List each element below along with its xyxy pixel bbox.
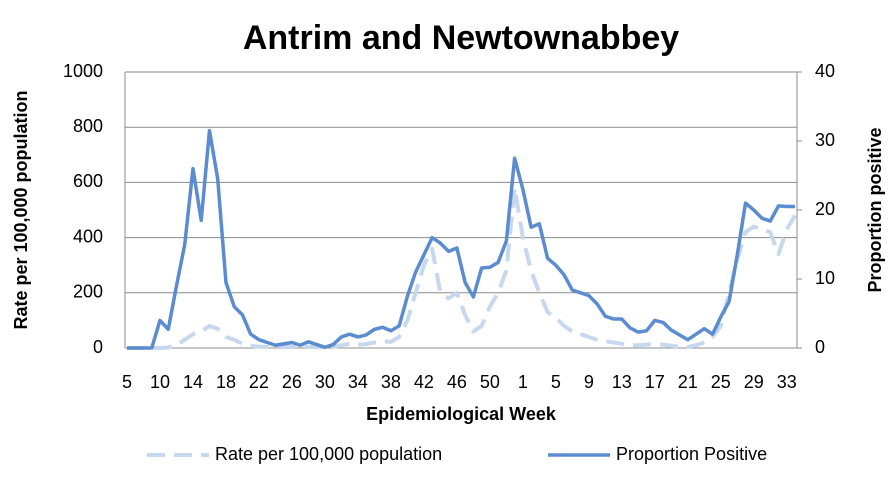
y2-tick-label: 20	[815, 199, 835, 219]
x-tick-label: 42	[414, 372, 434, 392]
x-tick-label: 34	[348, 372, 368, 392]
y2-axis-title: Proportion positive	[865, 127, 885, 292]
x-tick-label: 9	[584, 372, 594, 392]
x-tick-label: 50	[480, 372, 500, 392]
y-tick-label: 600	[73, 171, 103, 191]
x-tick-label: 10	[150, 372, 170, 392]
x-tick-label: 29	[744, 372, 764, 392]
y2-tick-label: 0	[815, 337, 825, 357]
x-tick-label: 1	[518, 372, 528, 392]
y2-tick-label: 40	[815, 61, 835, 81]
x-tick-label: 13	[612, 372, 632, 392]
y-tick-label: 400	[73, 226, 103, 246]
y-tick-label: 200	[73, 282, 103, 302]
y-tick-label: 0	[93, 337, 103, 357]
x-tick-label: 33	[777, 372, 797, 392]
x-axis-title: Epidemiological Week	[366, 404, 557, 424]
legend-label: Proportion Positive	[616, 444, 767, 464]
x-tick-label: 22	[249, 372, 269, 392]
x-tick-label: 46	[447, 372, 467, 392]
x-tick-label: 5	[551, 372, 561, 392]
data-line	[127, 185, 797, 350]
x-tick-label: 14	[183, 372, 203, 392]
x-tick-label: 25	[711, 372, 731, 392]
y-axis-title: Rate per 100,000 population	[11, 90, 31, 329]
data-line	[127, 128, 795, 350]
x-tick-label: 18	[216, 372, 236, 392]
y2-tick-label: 10	[815, 268, 835, 288]
y-tick-label: 800	[73, 116, 103, 136]
x-tick-label: 21	[678, 372, 698, 392]
legend-label: Rate per 100,000 population	[215, 444, 442, 464]
y2-tick-label: 30	[815, 130, 835, 150]
x-tick-label: 38	[381, 372, 401, 392]
x-tick-label: 17	[645, 372, 665, 392]
x-tick-label: 26	[282, 372, 302, 392]
chart-title: Antrim and Newtownabbey	[243, 19, 679, 57]
x-tick-label: 5	[122, 372, 132, 392]
x-tick-label: 30	[315, 372, 335, 392]
y-tick-label: 1000	[63, 61, 103, 81]
